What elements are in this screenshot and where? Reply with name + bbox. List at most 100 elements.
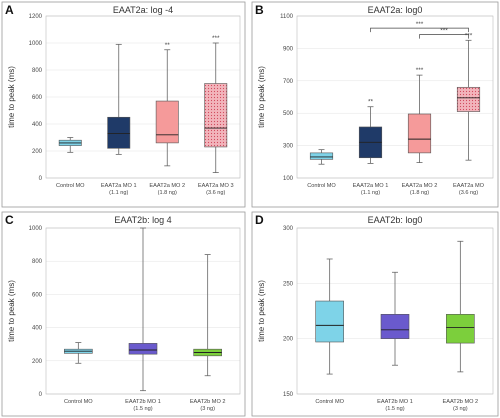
y-tick-label: 400	[32, 122, 43, 128]
comparison-bracket	[419, 34, 469, 39]
y-tick-label: 1200	[29, 14, 43, 20]
iqr-box	[456, 86, 481, 112]
y-tick-label: 300	[283, 144, 294, 150]
y-tick-label: 1000	[29, 226, 43, 232]
panel-b: 100 300 500 700 900 1100 B EAAT2a: log0 time to …	[251, 1, 499, 208]
y-tick-label: 600	[32, 95, 43, 101]
y-tick-label: 0	[39, 392, 43, 398]
y-tick-label: 800	[32, 68, 43, 74]
box-2	[128, 227, 158, 392]
significance-label: ***	[416, 67, 424, 74]
panel-letter: A	[5, 3, 14, 17]
y-tick-label: 1000	[29, 41, 43, 47]
box-1	[58, 137, 82, 153]
iqr-box	[309, 152, 334, 160]
y-tick-label: 900	[283, 46, 294, 52]
box-3	[407, 74, 432, 164]
box-3	[155, 49, 179, 167]
panel-letter: C	[5, 213, 14, 227]
category-dose-label: (3.6 ng)	[459, 190, 478, 196]
category-label: Control MO	[315, 399, 344, 405]
panel-c: 0 200 400 600 800 1000 C EAAT2b: log 4 time to p…	[1, 211, 246, 417]
significance-label: **	[165, 42, 171, 49]
y-tick-label: 500	[283, 111, 294, 117]
category-label: EAAT2a MO	[453, 183, 485, 189]
panel-frame	[1, 211, 246, 417]
category-label: Control MO	[56, 183, 85, 189]
panel-frame	[251, 211, 499, 417]
y-tick-label: 250	[283, 281, 294, 287]
y-tick-label: 300	[283, 226, 294, 232]
category-label: EAAT2b MO 2	[190, 399, 226, 405]
box-1	[309, 149, 334, 165]
plot-area	[45, 15, 241, 179]
significance-label: ***	[212, 35, 220, 42]
box-2	[107, 43, 131, 155]
category-label: EAAT2a MO 2	[402, 183, 438, 189]
y-axis-label: time to peak (ms)	[257, 280, 266, 342]
iqr-box	[407, 113, 432, 154]
category-dose-label: (3 ng)	[453, 406, 468, 412]
iqr-box	[204, 83, 228, 148]
category-label: Control MO	[307, 183, 336, 189]
comparison-bracket	[370, 27, 469, 33]
bracket-significance-label: ***	[440, 28, 448, 35]
y-tick-label: 0	[39, 176, 43, 182]
category-label: EAAT2b MO 1	[125, 399, 161, 405]
plot-area	[296, 227, 494, 395]
panel-letter: B	[255, 3, 264, 17]
category-label: EAAT2b MO 1	[377, 399, 413, 405]
y-tick-label: 150	[283, 392, 294, 398]
category-dose-label: (3.6 ng)	[206, 190, 225, 196]
y-tick-label: 700	[283, 79, 294, 85]
y-tick-label: 200	[32, 359, 43, 365]
chart-title: EAAT2b: log 4	[114, 215, 171, 225]
significance-label: **	[368, 99, 374, 106]
category-dose-label: (3 ng)	[200, 406, 215, 412]
plot-area	[296, 15, 494, 179]
iqr-box	[315, 300, 344, 343]
category-label: EAAT2a MO 2	[149, 183, 185, 189]
category-dose-label: (1.8 ng)	[410, 190, 429, 196]
iqr-box	[107, 116, 131, 149]
category-label: Control MO	[64, 399, 93, 405]
box-2	[358, 106, 383, 164]
box-4	[456, 39, 481, 161]
y-tick-label: 200	[32, 149, 43, 155]
category-dose-label: (1.5 ng)	[385, 406, 404, 412]
box-2	[380, 271, 410, 366]
iqr-box	[128, 343, 158, 355]
y-tick-label: 600	[32, 292, 43, 298]
chart-title: EAAT2a: log0	[368, 5, 423, 15]
chart-title: EAAT2b: log0	[368, 215, 423, 225]
panel-a: 0 200 400 600 800 1000 1200 A EAAT2a: log -4 time…	[1, 1, 246, 208]
category-dose-label: (1.8 ng)	[158, 190, 177, 196]
category-label: EAAT2a MO 1	[101, 183, 137, 189]
box-3	[193, 254, 222, 377]
box-1	[315, 258, 344, 375]
panel-d: 150 200 250 300 D EAAT2b: log0 time to peak (m…	[251, 211, 499, 417]
y-tick-label: 800	[32, 259, 43, 265]
category-dose-label: (1.1 ng)	[109, 190, 128, 196]
y-tick-label: 400	[32, 326, 43, 332]
category-label: EAAT2a MO 1	[353, 183, 389, 189]
category-label: EAAT2a MO 3	[198, 183, 234, 189]
y-axis-label: time to peak (ms)	[257, 66, 266, 128]
box-4	[204, 42, 228, 174]
y-tick-label: 1100	[280, 14, 294, 20]
category-label: EAAT2b MO 2	[443, 399, 479, 405]
y-axis-label: time to peak (ms)	[7, 280, 16, 342]
bracket-significance-label: ***	[416, 21, 424, 28]
iqr-box	[446, 314, 475, 344]
panel-letter: D	[255, 213, 264, 227]
category-dose-label: (1.5 ng)	[133, 406, 152, 412]
y-tick-label: 200	[283, 337, 294, 343]
iqr-box	[155, 100, 179, 144]
chart-title: EAAT2a: log -4	[113, 5, 173, 15]
y-axis-label: time to peak (ms)	[7, 66, 16, 128]
y-tick-label: 100	[283, 176, 294, 182]
box-3	[446, 240, 475, 373]
box-1	[64, 342, 93, 364]
iqr-box	[380, 314, 410, 339]
